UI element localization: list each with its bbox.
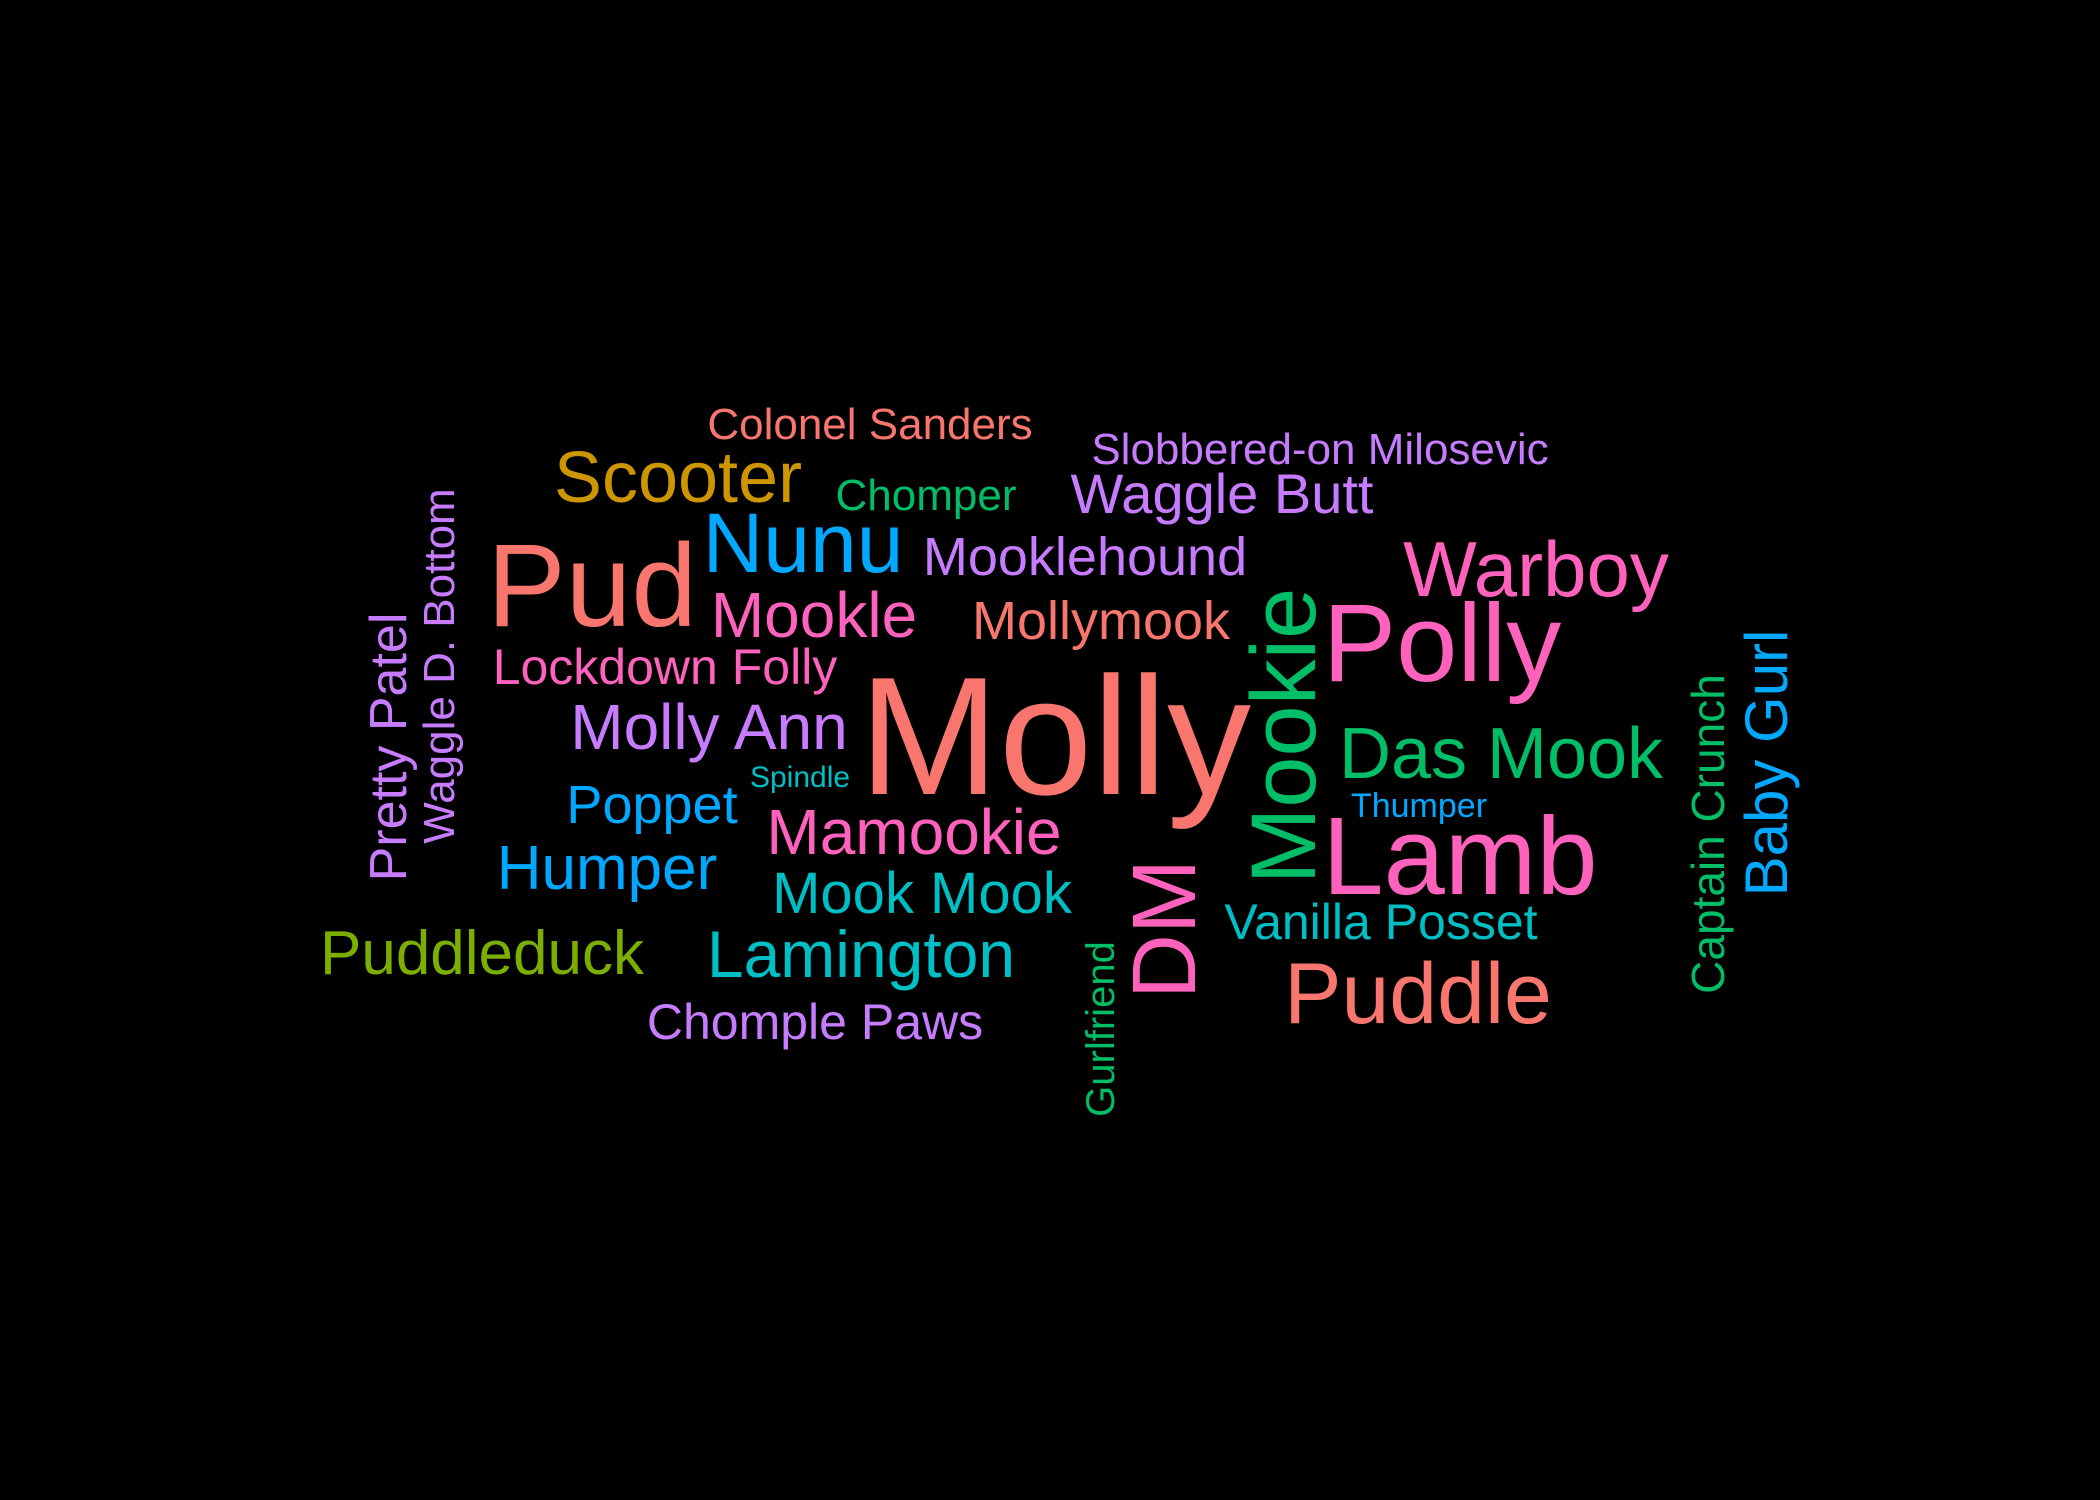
word-puddle: Puddle <box>1284 946 1552 1042</box>
word-humper: Humper <box>496 834 718 903</box>
word-dm: DM <box>1115 859 1215 999</box>
word-das-mook: Das Mook <box>1338 714 1664 794</box>
word-scooter: Scooter <box>553 438 803 518</box>
word-gurlfriend: Gurlfriend <box>1079 941 1123 1117</box>
word-warboy: Warboy <box>1403 525 1669 613</box>
word-mooklehound: Mooklehound <box>922 527 1248 587</box>
word-mook-mook: Mook Mook <box>772 861 1072 926</box>
word-mookie: Mookie <box>1233 587 1335 885</box>
word-molly-ann: Molly Ann <box>570 691 848 763</box>
word-spindle: Spindle <box>749 761 851 794</box>
word-waggle-butt: Waggle Butt <box>1070 462 1374 525</box>
word-mookle: Mookle <box>710 579 918 651</box>
word-slobbered-on-milosevic: Slobbered-on Milosevic <box>1091 425 1549 474</box>
word-puddleduck: Puddleduck <box>319 919 645 988</box>
word-pretty-patel: Pretty Patel <box>360 612 418 882</box>
word-polly: Polly <box>1322 582 1562 705</box>
word-lockdown-folly: Lockdown Folly <box>492 639 838 695</box>
word-lamb: Lamb <box>1322 795 1598 918</box>
word-molly: Molly <box>858 642 1252 830</box>
word-colonel-sanders: Colonel Sanders <box>707 400 1033 449</box>
word-mollymook: Mollymook <box>971 591 1231 651</box>
word-mamookie: Mamookie <box>766 796 1062 868</box>
word-baby-gurl: Baby Gurl <box>1733 629 1800 897</box>
word-nunu: Nunu <box>702 496 904 590</box>
word-thumper: Thumper <box>1350 787 1488 825</box>
word-vanilla-posset: Vanilla Posset <box>1224 894 1538 950</box>
word-pud: Pud <box>487 520 697 652</box>
word-chomple-paws: Chomple Paws <box>646 994 984 1050</box>
word-captain-crunch: Captain Crunch <box>1682 674 1734 994</box>
word-lamington: Lamington <box>706 917 1016 991</box>
word-chomper: Chomper <box>835 471 1017 520</box>
word-waggle-d-bottom: Waggle D. Bottom <box>415 488 464 844</box>
word-poppet: Poppet <box>566 775 738 835</box>
